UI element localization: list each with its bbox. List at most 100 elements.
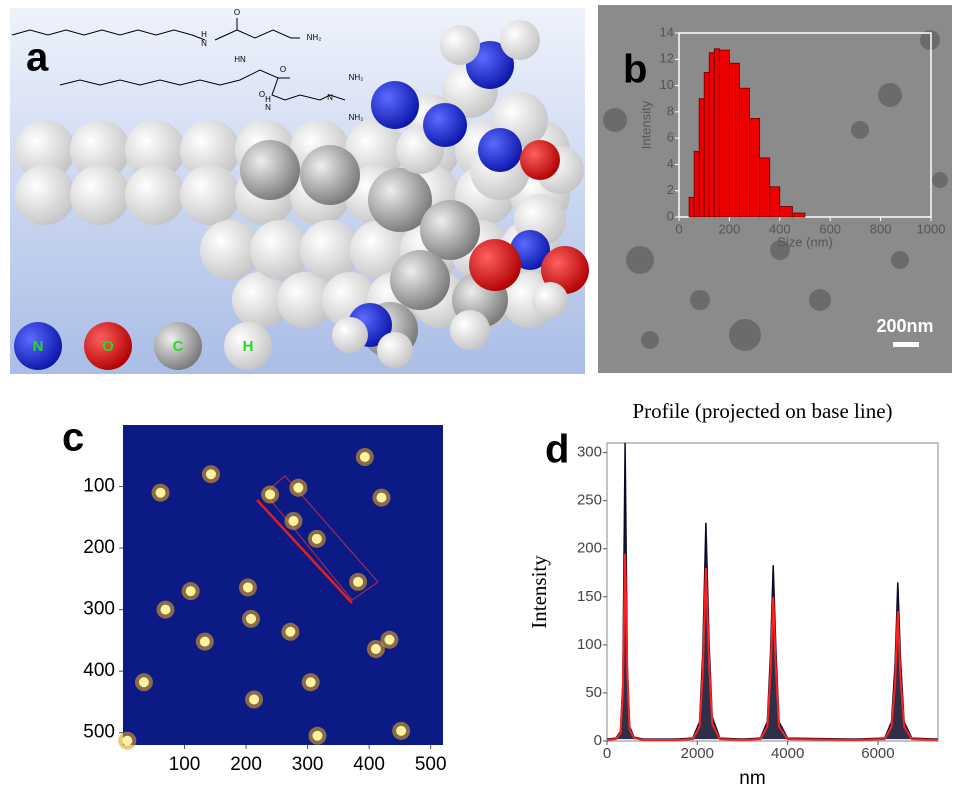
y-tick-label: 100: [83, 476, 115, 497]
histogram-bar: [749, 118, 761, 218]
atom-sphere: [232, 272, 288, 328]
panel-label: d: [545, 428, 569, 472]
structure-label: NH₂: [307, 33, 322, 42]
legend-label: C: [173, 338, 184, 355]
y-tick-label: 400: [83, 660, 115, 681]
spot: [396, 725, 407, 736]
spot: [288, 516, 299, 526]
atom-sphere: [277, 272, 333, 328]
histogram-bar: [769, 186, 781, 218]
spot: [249, 694, 260, 705]
histogram-bar: [718, 49, 730, 218]
structure-label: H: [201, 30, 207, 39]
panel-label: b: [623, 48, 647, 92]
atom-sphere: [532, 282, 568, 318]
spot: [353, 576, 364, 587]
y-tick-label: 0: [667, 208, 674, 223]
spot: [206, 469, 216, 480]
chart-title: Profile (projected on base line): [632, 399, 892, 423]
atom-sphere: [368, 168, 432, 232]
structure-label: H: [265, 95, 271, 104]
y-tick-label: 10: [660, 77, 674, 92]
spot: [384, 634, 395, 645]
y-tick-label: 2: [667, 182, 674, 197]
y-tick-label: 8: [667, 103, 674, 118]
scale-bar: [893, 342, 919, 347]
x-tick-label: 400: [353, 754, 385, 775]
heatmap-background: [123, 425, 443, 745]
selection-box: [264, 475, 379, 601]
histogram-bar: [759, 157, 771, 218]
x-tick-label: 0: [675, 221, 682, 236]
atom-sphere: [125, 120, 185, 180]
spot: [185, 586, 196, 597]
x-tick-label: 0: [603, 745, 611, 762]
x-axis-label: nm: [739, 768, 765, 789]
panel-label: a: [26, 36, 49, 80]
x-tick-label: 6000: [861, 745, 894, 762]
histogram-bar: [703, 72, 710, 218]
legend-swatch: [224, 322, 272, 370]
spot: [160, 604, 171, 615]
y-tick-label: 200: [577, 540, 602, 557]
y-tick-label: 300: [577, 444, 602, 461]
atom-sphere: [70, 165, 130, 225]
histogram-bar: [792, 212, 806, 218]
x-axis-label: Size (nm): [777, 234, 833, 249]
x-tick-label: 200: [230, 754, 262, 775]
legend-label: O: [102, 338, 114, 355]
legend-swatch: [14, 322, 62, 370]
x-tick-label: 500: [415, 754, 447, 775]
structure-label: HN: [234, 55, 246, 64]
structure-label: NH₂: [349, 73, 364, 82]
y-axis-label: Intensity: [638, 100, 653, 149]
spot: [265, 489, 276, 500]
atom-sphere: [240, 140, 300, 200]
atom-sphere: [300, 220, 360, 280]
histogram-bar: [693, 150, 700, 218]
atom-sphere: [450, 310, 490, 350]
tem-particles: [603, 30, 948, 351]
structure-chain: [214, 18, 300, 41]
histogram-bar: [779, 206, 793, 218]
legend-label: N: [33, 338, 44, 355]
x-tick-label: 1000: [917, 221, 946, 236]
histogram-bar: [688, 196, 695, 218]
spot: [155, 487, 166, 498]
spot: [376, 492, 387, 503]
y-tick-label: 300: [83, 599, 115, 620]
histogram-bar: [729, 62, 740, 218]
spot: [199, 636, 210, 647]
scale-bar-label: 200nm: [876, 316, 933, 336]
histogram-bar: [708, 52, 715, 218]
spot: [246, 613, 256, 624]
panel-label: c: [62, 416, 84, 460]
histogram-bar: [713, 48, 720, 218]
structure-label: N: [201, 39, 207, 48]
x-tick-label: 4000: [771, 745, 804, 762]
structure-label: O: [280, 65, 286, 74]
y-axis-label: Intensity: [527, 555, 551, 629]
y-tick-label: 4: [667, 156, 674, 171]
structure-chain: [59, 69, 346, 101]
atom-sphere: [180, 165, 240, 225]
profile-line: [606, 553, 939, 742]
histogram-bar: [698, 98, 705, 218]
y-tick-label: 150: [577, 588, 602, 605]
histogram-bar: [739, 87, 750, 218]
spot: [312, 730, 323, 741]
x-tick-label: 2000: [681, 745, 714, 762]
atom-sphere: [180, 120, 240, 180]
y-tick-label: 500: [83, 722, 115, 743]
atom-sphere: [125, 165, 185, 225]
structure-label: O: [234, 8, 240, 17]
structure-label: NH₂: [349, 113, 364, 122]
atom-sphere: [420, 200, 480, 260]
atom-sphere: [345, 120, 405, 180]
spot: [370, 644, 381, 654]
legend-label: H: [243, 338, 254, 355]
atom-sphere: [200, 220, 260, 280]
spot: [138, 677, 149, 688]
